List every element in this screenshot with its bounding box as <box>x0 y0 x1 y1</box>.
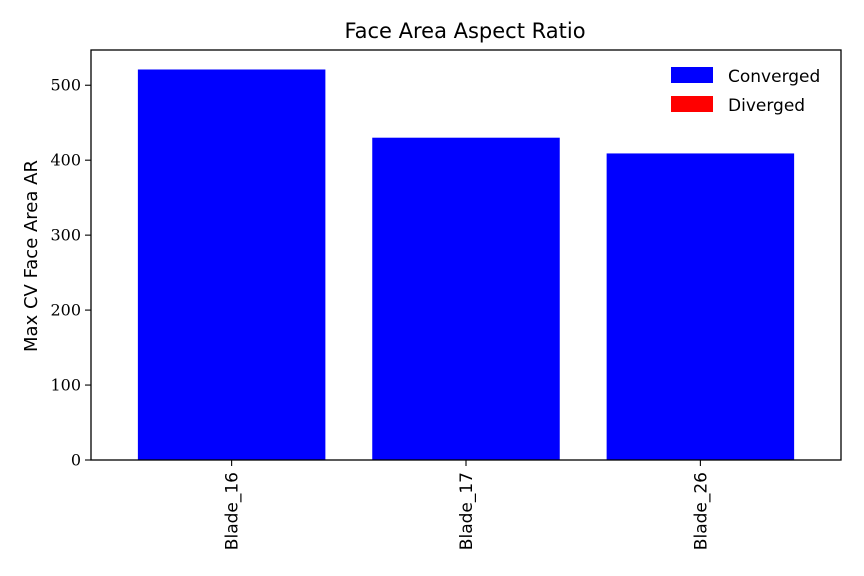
bar-converged-blade_26 <box>606 153 795 460</box>
legend-swatch-diverged <box>671 96 713 112</box>
x-tick-label: Blade_17 <box>457 472 477 550</box>
y-tick-label: 400 <box>50 151 81 170</box>
chart-title: Face Area Aspect Ratio <box>344 19 585 43</box>
legend: Converged Diverged <box>671 67 820 116</box>
x-axis: Blade_16 Blade_17 Blade_26 <box>223 460 711 550</box>
y-axis: 0 100 200 300 400 500 <box>50 76 91 470</box>
y-tick-label: 300 <box>50 226 81 245</box>
legend-label-diverged: Diverged <box>728 96 805 116</box>
x-tick-label: Blade_26 <box>691 472 711 550</box>
bars-group <box>137 69 795 461</box>
legend-label-converged: Converged <box>728 67 820 87</box>
bar-converged-blade_16 <box>137 69 326 461</box>
legend-swatch-converged <box>671 67 713 83</box>
y-tick-label: 200 <box>50 301 81 320</box>
bar-converged-blade_17 <box>372 137 560 460</box>
plot-frame <box>90 49 842 461</box>
x-tick-label: Blade_16 <box>223 472 243 550</box>
y-axis-label: Max CV Face Area AR <box>21 160 42 352</box>
y-tick-label: 100 <box>50 376 81 395</box>
y-tick-label: 0 <box>71 451 81 470</box>
y-tick-label: 500 <box>50 76 81 95</box>
